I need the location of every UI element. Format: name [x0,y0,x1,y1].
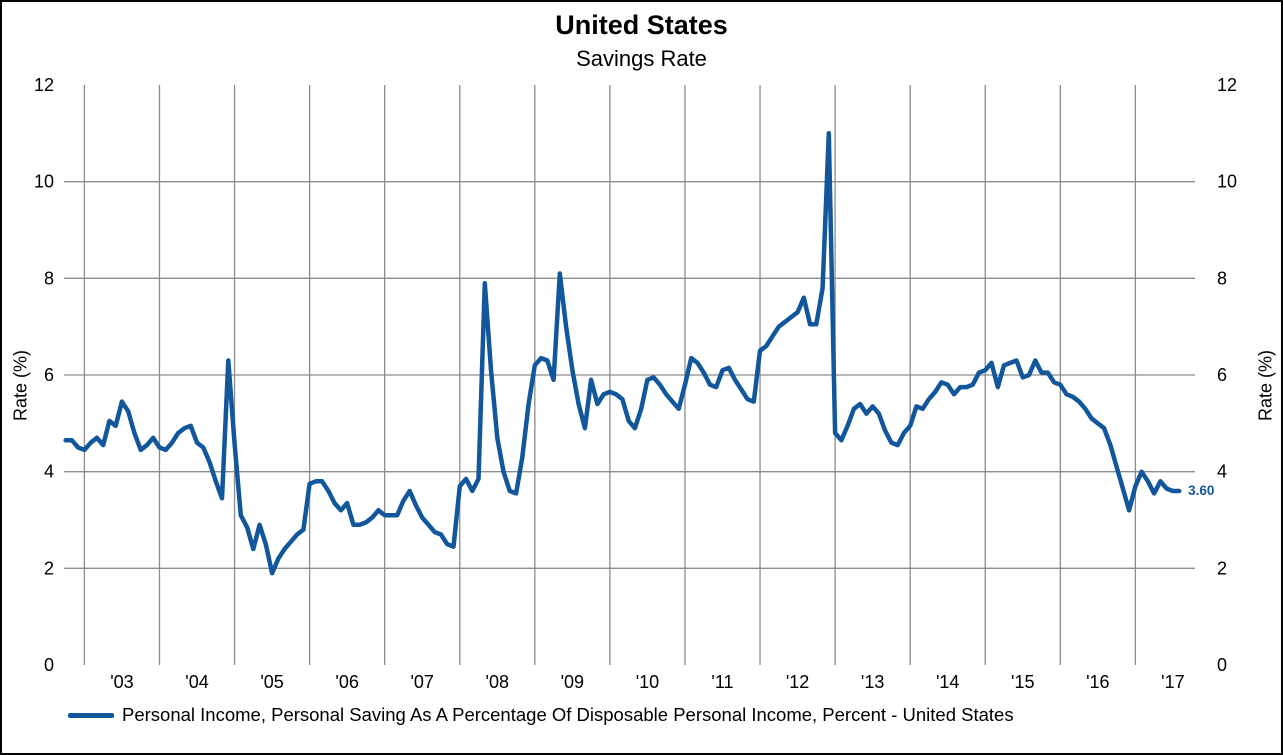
legend-label: Personal Income, Personal Saving As A Pe… [122,704,1014,725]
y-tick-label-left: 6 [44,365,54,385]
y-tick-label-left: 8 [44,268,54,288]
x-tick-label: '08 [486,672,509,692]
y-tick-label-left: 2 [44,558,54,578]
chart-subtitle: Savings Rate [576,46,707,71]
y-tick-label-right: 12 [1217,75,1237,95]
chart-title: United States [555,10,728,40]
y-tick-label-right: 2 [1217,558,1227,578]
legend-line-swatch [68,713,114,718]
x-tick-label: '12 [786,672,809,692]
y-tick-label-left: 10 [34,172,54,192]
x-tick-label: '06 [335,672,358,692]
y-tick-label-right: 6 [1217,365,1227,385]
y-tick-label-right: 0 [1217,655,1227,675]
x-tick-label: '10 [636,672,659,692]
x-tick-label: '03 [110,672,133,692]
y-tick-label-left: 4 [44,462,54,482]
y-tick-label-left: 12 [34,75,54,95]
x-tick-label: '07 [410,672,433,692]
x-tick-label: '13 [861,672,884,692]
y-tick-label-left: 0 [44,655,54,675]
x-tick-label: '05 [260,672,283,692]
x-tick-label: '15 [1011,672,1034,692]
x-tick-label: '14 [936,672,959,692]
x-tick-label: '11 [711,672,733,692]
y-tick-label-right: 8 [1217,268,1227,288]
y-tick-label-right: 10 [1217,172,1237,192]
x-tick-label: '09 [561,672,584,692]
savings-rate-line [63,131,1182,576]
last-value-label: 3.60 [1188,483,1215,498]
x-tick-label: '16 [1086,672,1109,692]
y-tick-label-right: 4 [1217,462,1227,482]
x-tick-label: '04 [185,672,208,692]
legend: Personal Income, Personal Saving As A Pe… [68,703,1218,726]
x-tick-label: '17 [1161,672,1184,692]
